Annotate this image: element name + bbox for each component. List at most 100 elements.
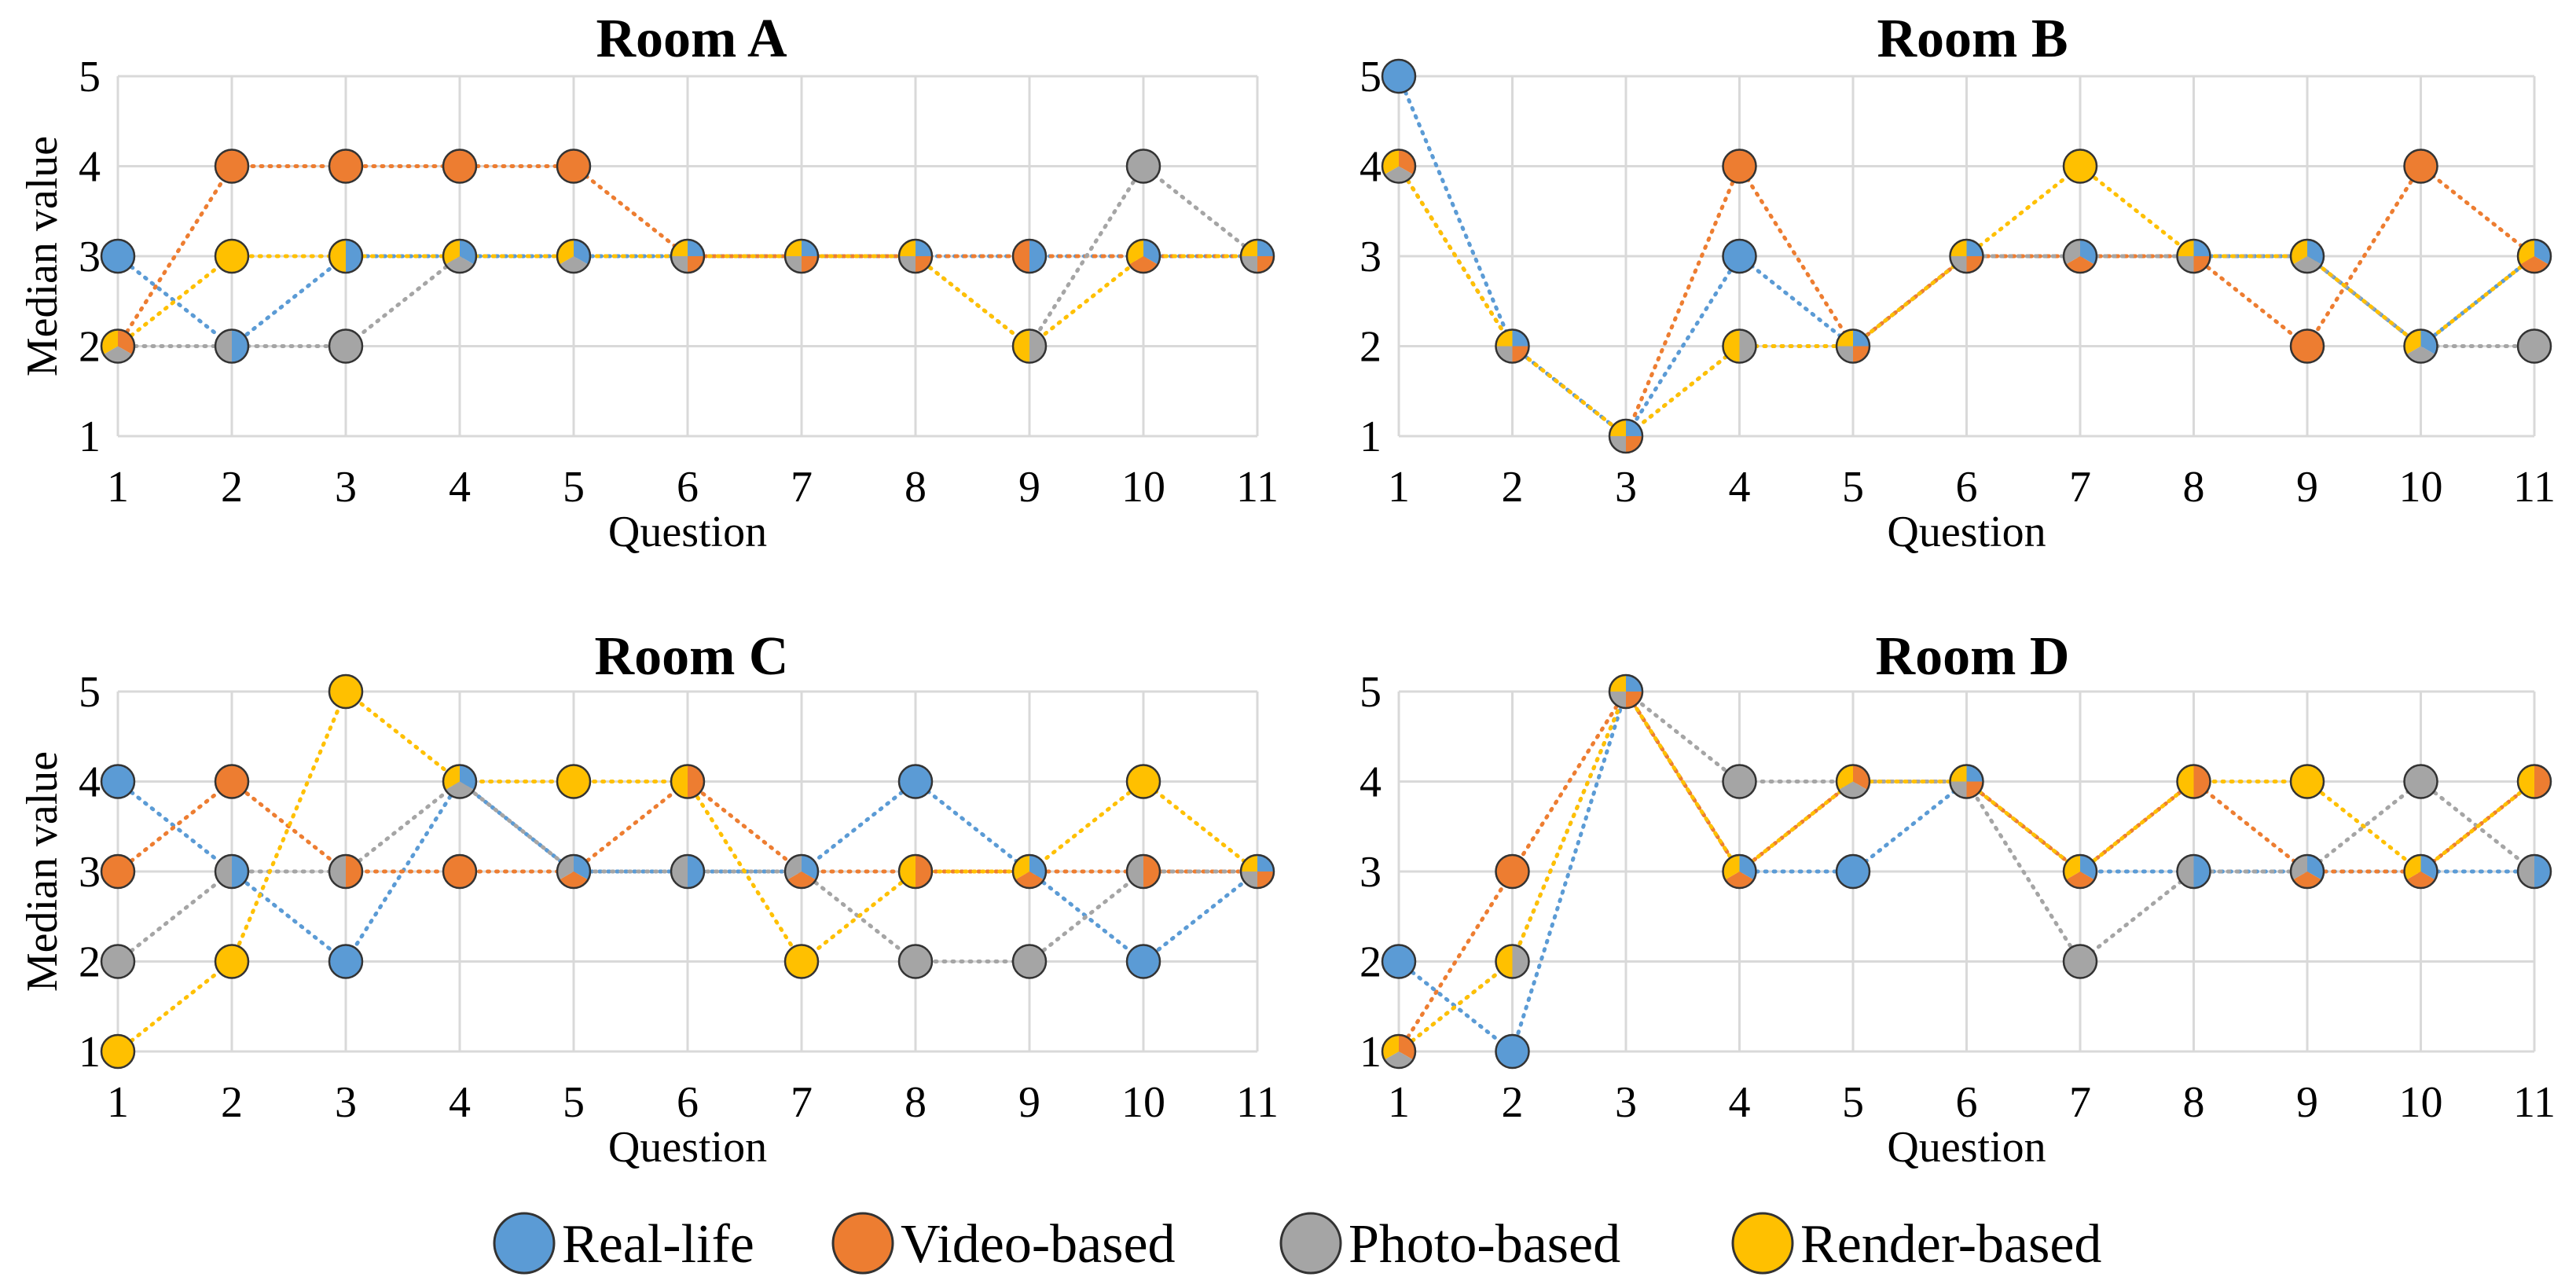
series-line-video-based <box>1396 688 2537 1054</box>
x-tick-label: 6 <box>677 463 699 512</box>
data-point <box>1722 149 1757 184</box>
marker-slice-video-based <box>1626 436 1642 453</box>
data-point <box>2516 853 2552 890</box>
marker-photo-based <box>2403 764 2438 799</box>
marker-slice-render-based <box>1013 329 1029 363</box>
marker-slice-real-life <box>1029 240 1046 273</box>
marker-slice-render-based <box>1609 675 1626 692</box>
marker-outline <box>1608 673 1644 710</box>
marker-outline <box>1125 853 1161 890</box>
x-tick-label: 5 <box>563 1078 585 1127</box>
marker-slice-video-based <box>1626 692 1642 708</box>
data-point <box>328 238 364 274</box>
panel-room-a: Room A 1 2 3 4 5 1 2 3 4 5 6 7 8 9 10 11 Question Median v… <box>18 9 1279 556</box>
data-point <box>1835 764 1871 799</box>
marker-outline <box>2289 238 2325 274</box>
data-point <box>897 944 934 979</box>
marker-render-based <box>556 764 592 799</box>
data-point <box>1011 238 1048 274</box>
data-point <box>1381 58 1417 94</box>
marker-outline <box>2403 853 2438 890</box>
data-point <box>214 328 250 364</box>
marker-outline <box>556 853 592 890</box>
marker-slice-photo-based <box>1837 346 1853 363</box>
data-point <box>2516 764 2552 799</box>
marker-outline <box>2176 764 2211 799</box>
legend-label: Photo-based <box>1349 1214 1620 1275</box>
marker-render-based <box>783 944 820 979</box>
marker-video-based <box>328 149 364 184</box>
marker-slice-photo-based <box>2406 346 2435 363</box>
marker-outline <box>897 238 934 274</box>
data-point <box>2403 328 2438 364</box>
marker-slice-render-based <box>671 240 688 256</box>
data-point <box>897 853 934 890</box>
marker-slice-real-life <box>688 855 704 888</box>
x-axis-title: Question <box>608 1123 767 1172</box>
marker-slice-video-based <box>2534 765 2551 798</box>
x-tick-label: 5 <box>563 463 585 512</box>
marker-video-based <box>1722 149 1757 184</box>
marker-photo-based <box>100 944 136 979</box>
marker-slice-render-based <box>1241 240 1257 256</box>
marker-slice-video-based <box>916 256 932 273</box>
marker-slice-render-based <box>1495 945 1513 978</box>
marker-photo-based <box>328 328 364 364</box>
panel-room-d: Room D 1 2 3 4 5 1 2 3 4 5 6 7 8 9 10 11 Question <box>1360 626 2556 1172</box>
x-tick-label: 10 <box>1121 1078 1165 1127</box>
y-tick-label: 5 <box>1360 53 1382 101</box>
y-axis-title: Median value <box>18 136 67 376</box>
data-point <box>1495 853 1530 890</box>
marker-outline <box>897 853 934 890</box>
data-point <box>556 238 592 274</box>
marker-real-life <box>1722 238 1757 274</box>
marker-slice-photo-based <box>671 256 688 273</box>
panel-title: Room A <box>596 9 787 69</box>
marker-render-based <box>328 673 364 710</box>
data-point <box>328 944 364 979</box>
marker-slice-photo-based <box>1241 256 1257 273</box>
marker-slice-photo-based <box>2177 855 2194 888</box>
y-tick-label: 2 <box>79 938 101 987</box>
y-axis-title: Median value <box>18 751 67 992</box>
marker-slice-video-based <box>1966 256 1983 273</box>
x-tick-label: 6 <box>1956 1078 1978 1127</box>
marker-outline <box>442 764 478 799</box>
x-tick-label: 11 <box>1236 463 1279 512</box>
marker-slice-photo-based <box>1495 346 1513 363</box>
marker-slice-render-based <box>1241 855 1257 872</box>
x-tick-label: 9 <box>1018 1078 1040 1127</box>
marker-outline <box>2403 328 2438 364</box>
marker-outline <box>100 328 136 364</box>
marker-outline <box>1835 764 1871 799</box>
marker-slice-video-based <box>1512 346 1529 363</box>
marker-photo-based <box>1011 944 1048 979</box>
x-tick-label: 2 <box>1502 463 1524 512</box>
data-point <box>1239 853 1275 890</box>
marker-outline <box>670 853 706 890</box>
data-point <box>2062 944 2098 979</box>
data-point <box>2403 853 2438 890</box>
x-tick-label: 7 <box>791 1078 813 1127</box>
marker-slice-render-based <box>1950 240 1967 256</box>
marker-outline <box>2289 853 2325 890</box>
panel-title: Room B <box>1877 9 2068 69</box>
marker-video-based <box>442 853 478 890</box>
data-point <box>1722 328 1757 364</box>
data-point <box>328 328 364 364</box>
panel-title: Room C <box>595 626 789 687</box>
marker-outline <box>2516 238 2552 274</box>
marker-video-based <box>442 149 478 184</box>
data-point <box>2176 764 2211 799</box>
marker-render-based <box>214 238 250 274</box>
data-point <box>214 238 250 274</box>
marker-slice-photo-based <box>1609 692 1626 708</box>
data-point <box>1949 764 1984 799</box>
marker-outline <box>556 238 592 274</box>
y-tick-label: 2 <box>79 323 101 372</box>
y-tick-label: 3 <box>1360 848 1382 897</box>
marker-slice-real-life <box>2193 240 2211 256</box>
marker-outline <box>2062 853 2098 890</box>
